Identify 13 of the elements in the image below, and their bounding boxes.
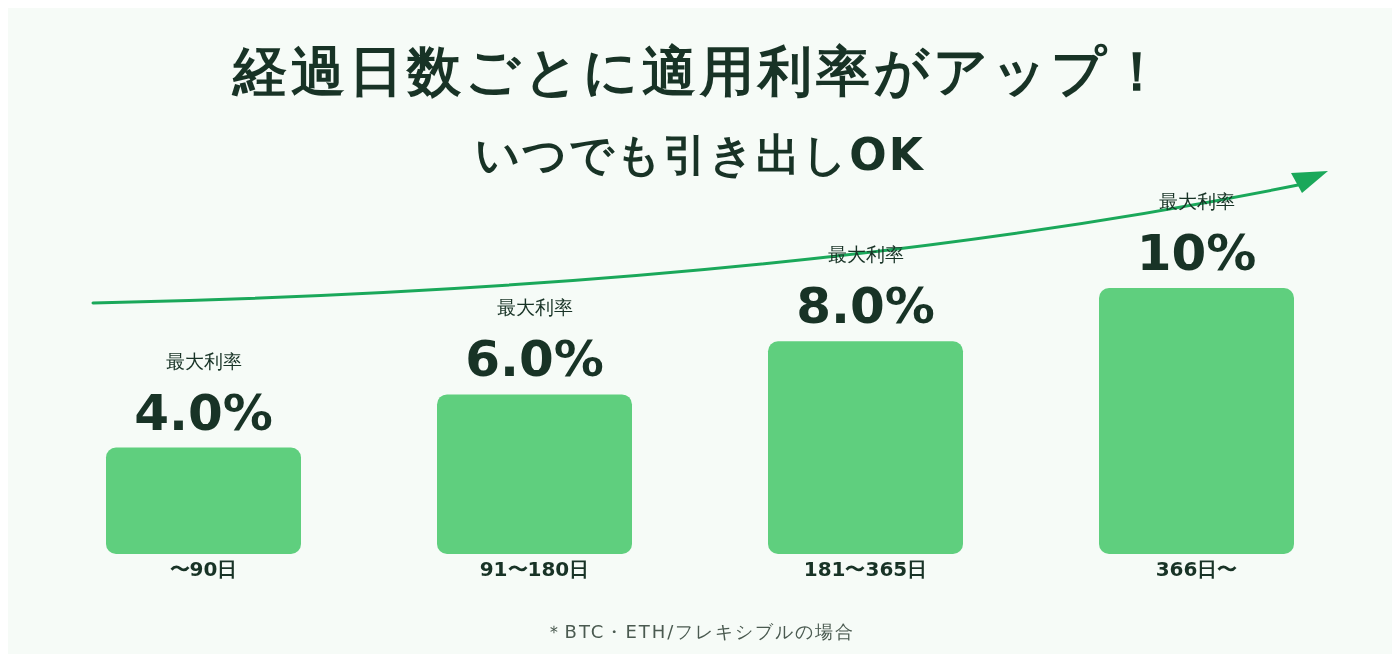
chart-subtitle: いつでも引き出しOK (474, 128, 926, 182)
x-tick-label: 〜90日 (169, 557, 238, 582)
x-tick-label: 366日〜 (1155, 557, 1238, 582)
x-tick-label: 181〜365日 (803, 557, 928, 582)
bar (106, 447, 301, 554)
text: ＊BTC・ETH/フレキシブルの場合 (543, 620, 857, 644)
x-tick-label: 91〜180日 (479, 557, 590, 582)
bar (1099, 288, 1294, 554)
data-label: 最大利率 4.0% (134, 349, 273, 442)
bar (437, 394, 632, 554)
chart-title: 経過日数ごとに適用利率がアップ！ (230, 39, 1169, 105)
bar (768, 341, 963, 554)
data-label: 最大利率 6.0% (465, 296, 604, 389)
